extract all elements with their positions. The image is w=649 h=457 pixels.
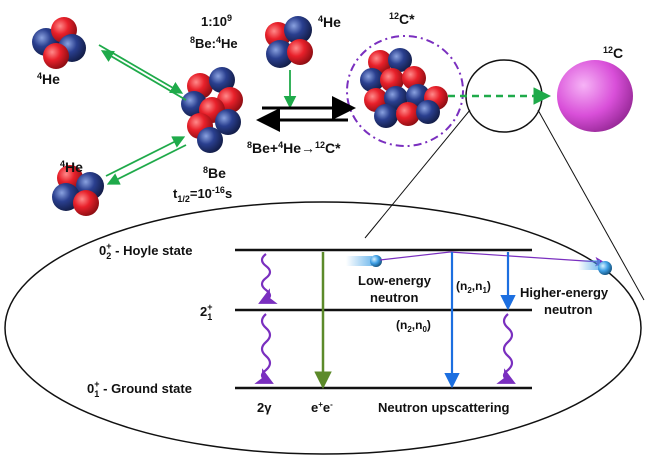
n2-n1-label: (n2,n1)	[456, 279, 491, 295]
neutron-path-in	[379, 251, 451, 261]
neutron-path-out	[449, 251, 605, 267]
he4-label-bottom-left: 4He	[60, 159, 83, 175]
reaction-equation: 8Be+4He→12C*	[247, 140, 341, 156]
ratio-label-line2: 8Be:4He	[190, 35, 238, 51]
c12-label: 12C	[603, 45, 623, 61]
hoyle-level-label: 02+ - Hoyle state	[99, 241, 192, 261]
gamma-wave-upscatter	[496, 313, 516, 384]
he4-nucleus-top-left	[32, 17, 86, 69]
gamma-wave-upper	[258, 253, 278, 304]
level-scheme-ellipse	[4, 201, 642, 455]
higher-energy-neutron-label-2: neutron	[544, 302, 592, 317]
halflife-label: t1/2=10-16s	[173, 185, 232, 204]
c12-ground-sphere	[557, 60, 633, 132]
incoming-neutron	[370, 255, 382, 267]
he4-label-top-left: 4He	[37, 71, 60, 87]
equilibrium-arrow-top	[98, 44, 187, 101]
reaction-double-arrow	[256, 96, 356, 132]
zoom-line-right	[537, 109, 645, 301]
pair-label: e+e-	[311, 400, 333, 415]
low-energy-neutron-label-2: neutron	[370, 290, 418, 305]
zoom-line-left	[364, 109, 471, 239]
outgoing-neutron-trail	[578, 260, 600, 270]
gamma-wave-lower	[254, 313, 274, 384]
be8-nucleus	[181, 67, 243, 153]
low-energy-neutron-label-1: Low-energy	[358, 273, 432, 288]
gamma-label: 2γ	[257, 400, 272, 415]
c12-excited-boundary	[346, 35, 464, 147]
two-plus-level-label: 21+	[200, 302, 213, 322]
he4-nucleus-bottom-left	[52, 165, 104, 216]
be8-label: 8Be	[203, 165, 226, 181]
incoming-neutron-trail	[346, 256, 372, 266]
ground-level-label: 01+ - Ground state	[87, 379, 192, 399]
ratio-label-line1: 1:109	[201, 13, 232, 29]
c12-excited-label: 12C*	[389, 11, 415, 27]
he4-nucleus-incoming	[265, 16, 313, 68]
equilibrium-arrow-bottom	[105, 136, 187, 185]
higher-energy-neutron-label-1: Higher-energy	[520, 285, 609, 300]
neutron-upscattering-label: Neutron upscattering	[378, 400, 510, 415]
outgoing-neutron	[598, 261, 612, 275]
c12-excited-nucleus	[360, 48, 448, 128]
n2-n0-label: (n2,n0)	[396, 318, 431, 334]
he4-label-incoming: 4He	[318, 14, 341, 30]
